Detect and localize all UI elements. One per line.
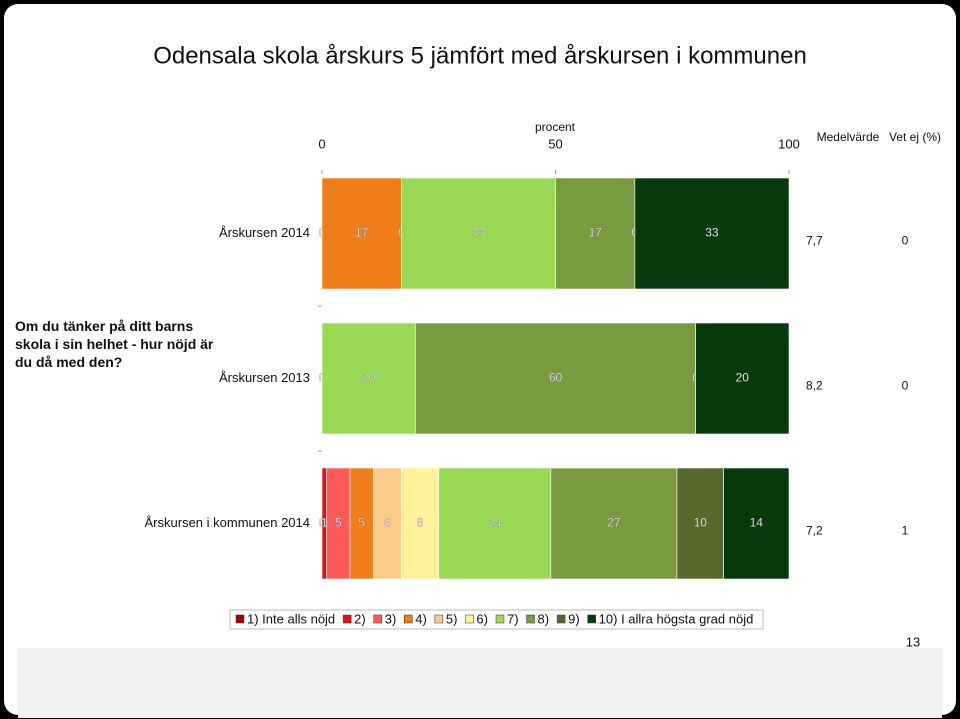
bar-segment	[676, 467, 724, 580]
data-label: 1	[321, 516, 328, 530]
category-label: Årskursen i kommunen 2014	[145, 515, 310, 530]
bar-segment	[321, 177, 402, 290]
question: Om du tänker på ditt barns skola i sin h…	[15, 318, 214, 370]
unknown-value: 0	[902, 234, 909, 248]
legend-label: 2)	[354, 611, 366, 626]
data-label: 20	[362, 371, 376, 385]
legend-label: 9)	[568, 611, 580, 626]
bar-segment	[555, 177, 636, 290]
mean-header: Medelvärde	[817, 130, 880, 144]
bar-segment	[401, 467, 440, 580]
data-label: 5	[358, 516, 365, 530]
footer-strip	[18, 648, 942, 718]
data-label: 17	[589, 226, 603, 240]
legend-swatch	[342, 614, 352, 624]
bar-segment	[723, 467, 790, 580]
data-label: 27	[607, 516, 621, 530]
legend-swatch	[556, 614, 566, 624]
data-label: 5	[335, 516, 342, 530]
bar-segment	[550, 467, 678, 580]
bar-segment	[415, 322, 696, 435]
data-label: 8	[417, 516, 424, 530]
chart-title: Odensala skola årskurs 5 jämfört med års…	[153, 42, 807, 69]
legend-label: 10) I allra högsta grad nöjd	[599, 611, 754, 626]
legend-label: 5)	[446, 611, 458, 626]
data-label: 10	[694, 516, 708, 530]
mean-value: 7,7	[806, 234, 823, 248]
legend-swatch	[495, 614, 505, 624]
legend-swatch	[235, 614, 245, 624]
category-label: Årskursen 2014	[219, 225, 310, 240]
bar-segment	[634, 177, 790, 290]
data-label: 24	[488, 516, 502, 530]
legend-swatch	[587, 614, 596, 624]
legend-label: 3)	[385, 611, 397, 626]
legend-label: 6)	[476, 611, 488, 626]
legend-label: 1) Inte alls nöjd	[247, 611, 335, 626]
data-label: 14	[750, 516, 764, 530]
data-label: 20	[736, 371, 750, 385]
unknown-header: Vet ej (%)	[889, 130, 941, 144]
x-tick-label: 100	[778, 136, 800, 151]
legend-swatch	[373, 614, 382, 624]
data-label: 33	[472, 226, 486, 240]
x-tick-label: 50	[548, 136, 562, 151]
bar-segment	[438, 467, 552, 580]
unknown-value: 0	[902, 379, 909, 393]
category-label: Årskursen 2013	[219, 370, 310, 385]
bar-segment	[401, 177, 556, 290]
data-label: 33	[705, 226, 719, 240]
legend-swatch	[465, 614, 474, 624]
mean-value: 8,2	[806, 379, 823, 393]
x-tick-label: 0	[318, 136, 325, 151]
legend-swatch	[526, 614, 535, 624]
bar-segment	[321, 322, 416, 435]
legend-label: 7)	[507, 611, 519, 626]
legend-label: 8)	[538, 611, 550, 626]
page-number: 13	[906, 634, 920, 649]
bar-segment	[695, 322, 790, 435]
legend-label: 4)	[415, 611, 427, 626]
bar-segment	[373, 467, 402, 580]
axis-title: procent	[535, 120, 576, 134]
data-label: 60	[549, 371, 563, 385]
legend-swatch	[434, 614, 444, 624]
mean-value: 7,2	[806, 524, 823, 538]
data-label: 6	[384, 516, 391, 530]
unknown-value: 1	[902, 524, 909, 538]
legend-swatch	[404, 614, 413, 624]
data-label: 17	[355, 226, 369, 240]
